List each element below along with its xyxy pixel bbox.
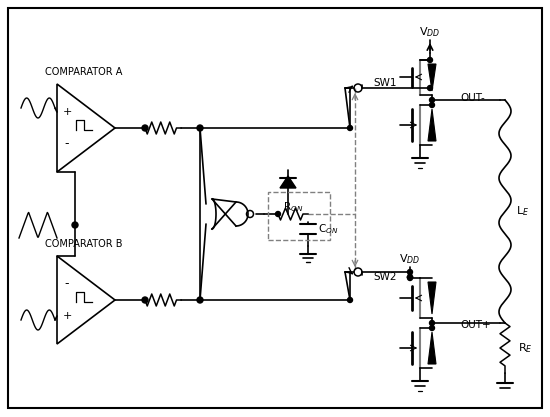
Circle shape — [197, 297, 203, 303]
Circle shape — [408, 269, 412, 274]
Circle shape — [430, 98, 434, 103]
Text: +: + — [62, 311, 72, 321]
Text: C$_{ON}$: C$_{ON}$ — [318, 222, 338, 236]
Text: L$_E$: L$_E$ — [516, 204, 529, 218]
Circle shape — [72, 222, 78, 228]
Polygon shape — [428, 109, 436, 141]
Circle shape — [408, 276, 412, 281]
Text: V$_{DD}$: V$_{DD}$ — [399, 252, 421, 266]
Circle shape — [276, 211, 280, 216]
Circle shape — [348, 297, 353, 302]
Circle shape — [430, 326, 434, 331]
Text: -: - — [65, 138, 69, 151]
Text: R$_E$: R$_E$ — [518, 341, 533, 355]
Circle shape — [427, 85, 432, 90]
Circle shape — [430, 103, 434, 108]
Polygon shape — [280, 176, 296, 188]
Circle shape — [427, 58, 432, 63]
Text: SW2: SW2 — [373, 272, 397, 282]
Text: SW1: SW1 — [373, 78, 397, 88]
Text: -: - — [65, 277, 69, 291]
Circle shape — [142, 297, 148, 303]
Text: +: + — [62, 107, 72, 117]
Text: OUT-: OUT- — [460, 93, 485, 103]
Text: V$_{DD}$: V$_{DD}$ — [419, 25, 441, 39]
Polygon shape — [428, 332, 436, 364]
Text: COMPARATOR B: COMPARATOR B — [45, 239, 123, 249]
Polygon shape — [428, 282, 436, 314]
Text: COMPARATOR A: COMPARATOR A — [45, 67, 123, 77]
Polygon shape — [428, 64, 436, 91]
Text: R$_{ON}$: R$_{ON}$ — [283, 200, 303, 214]
Text: OUT+: OUT+ — [460, 320, 491, 330]
Circle shape — [348, 126, 353, 131]
Circle shape — [430, 321, 434, 326]
Circle shape — [142, 125, 148, 131]
Circle shape — [197, 125, 203, 131]
